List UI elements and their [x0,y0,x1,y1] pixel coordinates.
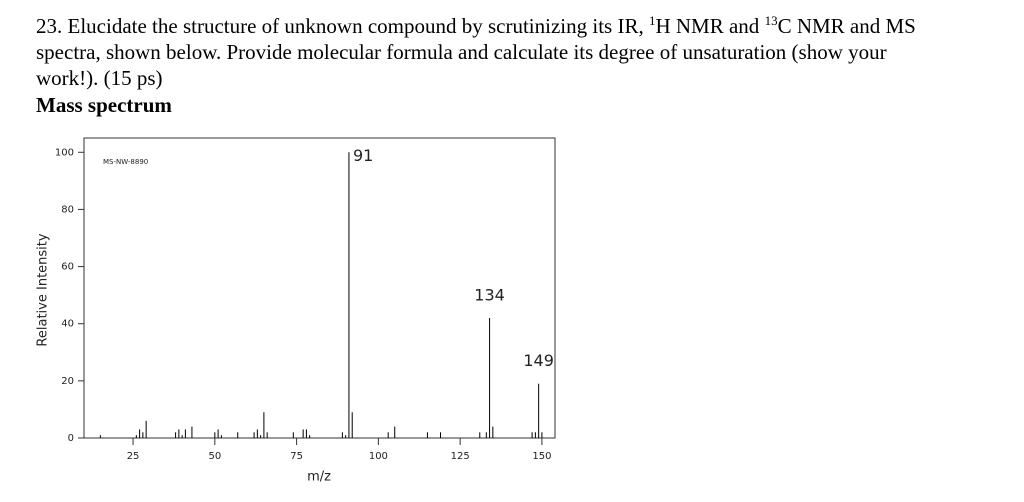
text: C NMR and MS [777,14,916,38]
x-tick-label: 25 [127,451,140,462]
x-tick-label: 150 [532,451,551,462]
y-tick-label: 0 [68,433,74,444]
y-tick-label: 80 [61,204,74,215]
y-tick-label: 40 [61,319,74,330]
text: 23. Elucidate the structure of unknown c… [36,14,649,38]
y-tick-label: 100 [55,147,74,158]
question-line: work!). (15 ps) [36,66,163,90]
x-axis-label: m/z [307,470,331,485]
x-tick-label: 100 [369,451,388,462]
section-heading: Mass spectrum [36,93,172,117]
plot-frame [83,137,556,439]
y-tick-label: 20 [61,376,74,387]
superscript: 13 [764,13,778,28]
question-line: 23. Elucidate the structure of unknown c… [36,14,916,39]
peak-label: 149 [523,351,554,370]
x-tick-label: 50 [208,451,221,462]
question-line: spectra, shown below. Provide molecular … [36,40,887,64]
text: H NMR and [655,14,765,38]
x-tick-label: 125 [451,451,470,462]
peak-label: 134 [474,286,505,305]
spectrum-id: MS-NW-8890 [103,158,148,166]
peak-label: 91 [353,146,373,165]
superscript: 1 [648,13,656,28]
y-tick-label: 60 [61,262,74,273]
x-tick-label: 75 [290,451,303,462]
y-axis-label: Relative Intensity [36,233,51,346]
